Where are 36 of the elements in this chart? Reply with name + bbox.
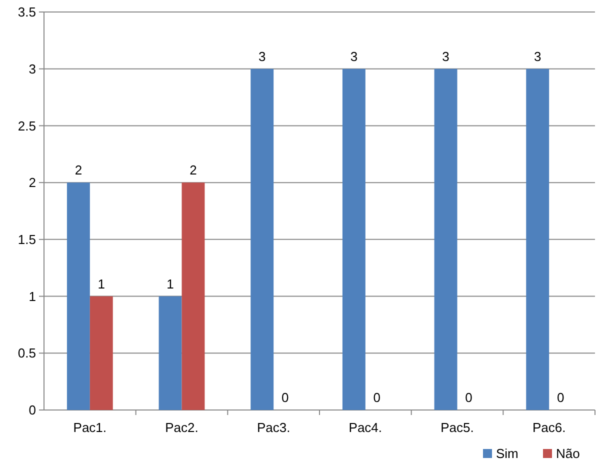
data-label: 0 <box>281 390 289 405</box>
data-label: 3 <box>534 48 542 64</box>
y-tick-label: 2 <box>28 175 36 190</box>
data-label: 0 <box>465 390 472 405</box>
data-label: 3 <box>258 48 266 64</box>
x-tick-label: Pac3. <box>256 420 290 435</box>
data-label: 1 <box>98 276 106 292</box>
data-label: 2 <box>190 162 197 178</box>
data-label: 2 <box>74 162 82 178</box>
x-tick-label: Pac5. <box>440 420 474 435</box>
y-tick-label: 0 <box>28 402 36 418</box>
legend-label: Sim <box>496 446 518 461</box>
data-label: 3 <box>350 48 358 64</box>
y-tick-label: 0.5 <box>18 346 36 361</box>
bar <box>66 182 90 410</box>
x-tick-label: Pac4. <box>348 420 382 435</box>
y-tick-label: 3.5 <box>18 4 36 20</box>
data-label: 1 <box>166 276 174 292</box>
y-tick-label: 3 <box>28 61 36 76</box>
x-tick-label: Pac1. <box>73 420 107 435</box>
bar <box>158 296 182 410</box>
x-tick-label: Pac6. <box>532 420 566 435</box>
y-tick-label: 1 <box>28 288 36 304</box>
bar <box>342 68 366 410</box>
y-tick-label: 2.5 <box>18 118 36 134</box>
bar <box>526 68 550 410</box>
bar <box>182 182 205 410</box>
legend-label: Não <box>556 446 580 461</box>
bar <box>90 296 113 410</box>
data-label: 0 <box>556 390 564 405</box>
data-label: 0 <box>373 390 381 405</box>
data-label: 3 <box>442 48 450 64</box>
x-tick-label: Pac2. <box>165 420 198 435</box>
bar <box>434 68 458 410</box>
bar <box>250 68 274 410</box>
y-tick-label: 1.5 <box>18 232 36 247</box>
